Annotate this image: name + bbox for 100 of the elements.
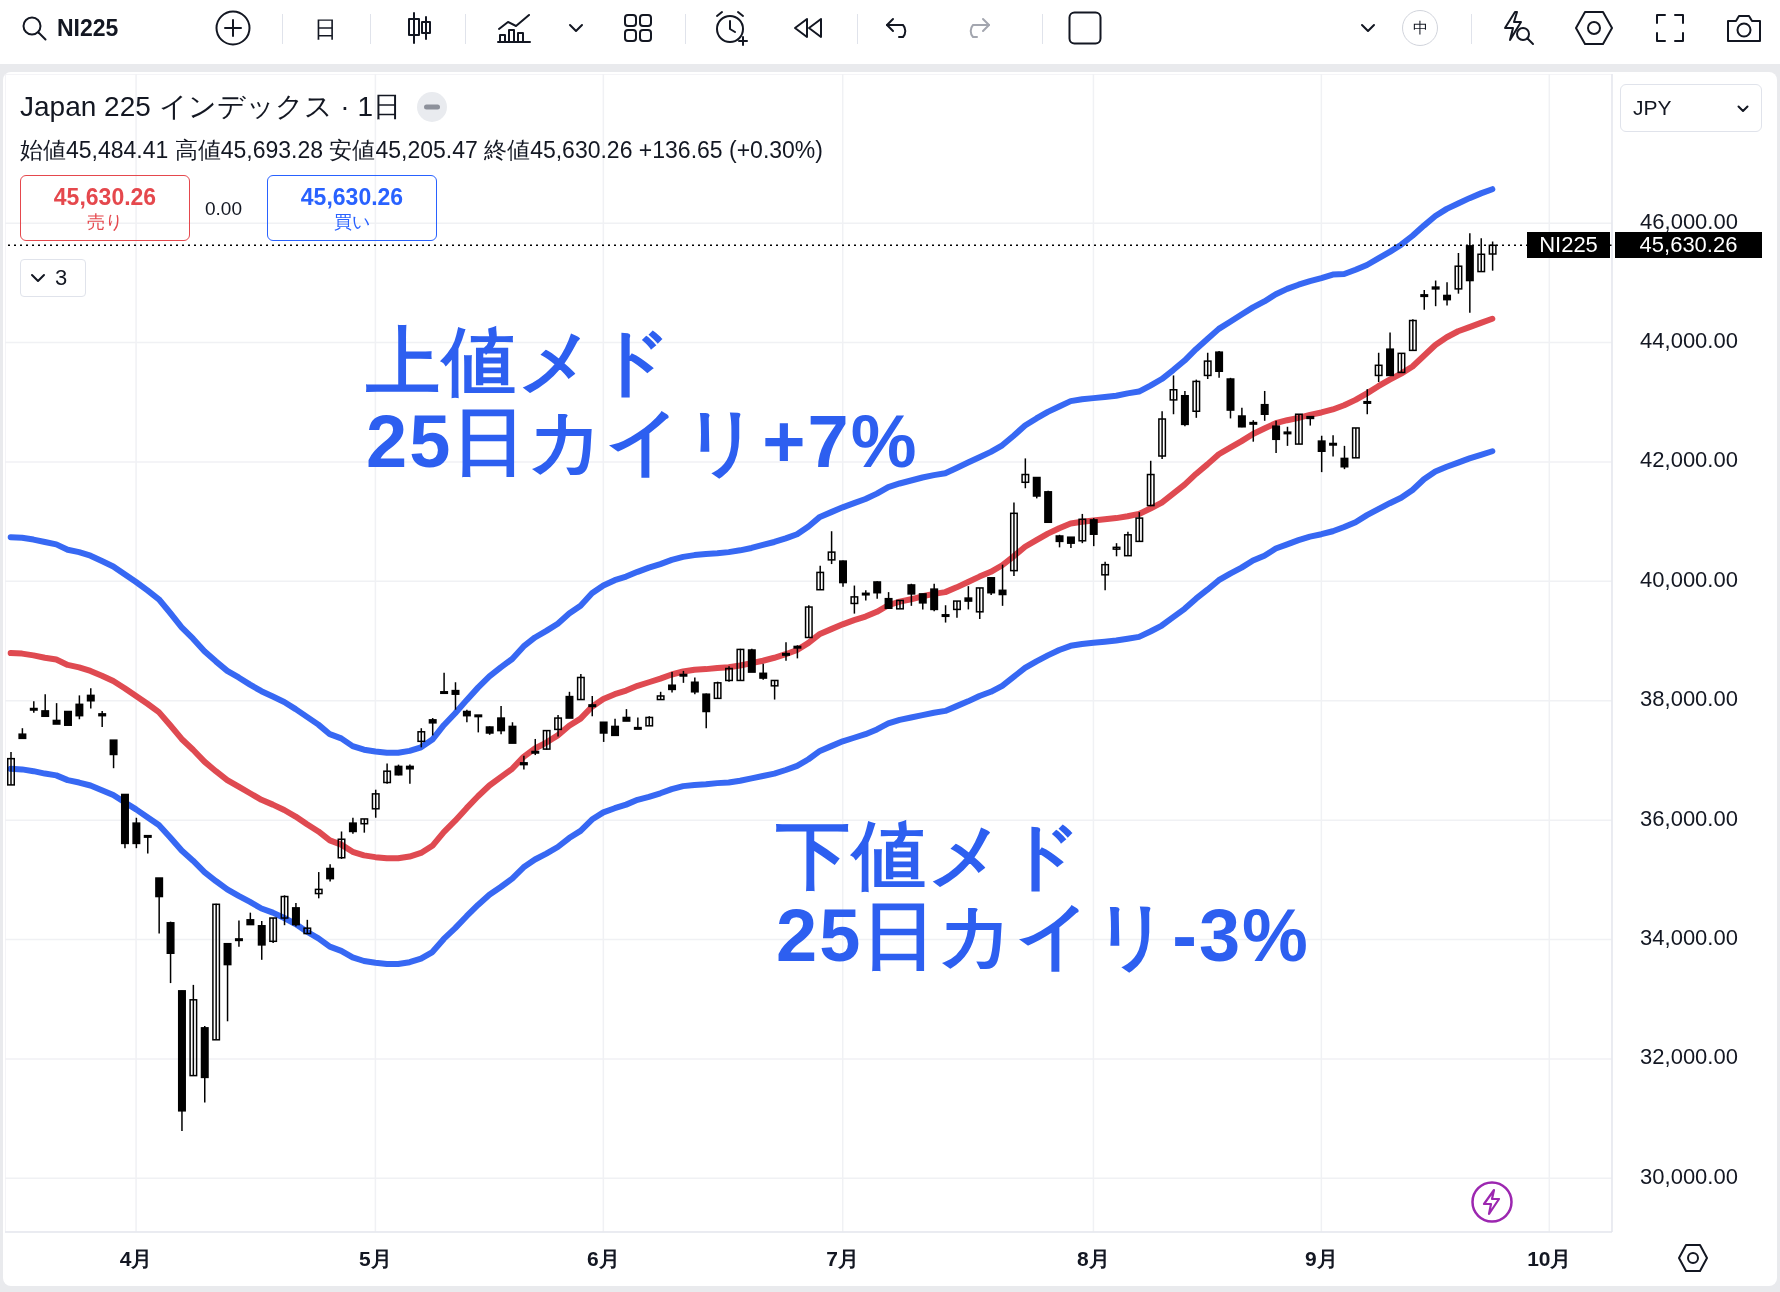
candlestick: [861, 589, 870, 602]
candlestick: [1123, 531, 1132, 557]
candlestick: [314, 871, 323, 900]
currency-box: JPY: [1620, 84, 1762, 132]
candlestick: [1237, 406, 1246, 429]
candlestick: [1408, 318, 1417, 352]
annotation: 3: [55, 265, 68, 291]
candlestick: [7, 751, 15, 786]
candlestick: [668, 671, 677, 694]
candlestick: [223, 942, 232, 1023]
candlestick: [440, 671, 449, 695]
text: 日: [314, 15, 337, 43]
candlestick: [850, 584, 859, 615]
collapse-box: 3: [20, 259, 86, 297]
y-tick-label: 30,000.00: [1640, 1163, 1738, 1189]
candlestick: [52, 702, 61, 725]
candlestick: [1397, 352, 1406, 374]
candlestick: [952, 600, 961, 619]
candlestick: [1169, 374, 1178, 415]
candlestick: [234, 919, 243, 948]
candlestick: [1009, 501, 1018, 577]
y-tick-label: 42,000.00: [1640, 447, 1738, 473]
candlestick: [75, 694, 84, 721]
candlestick: [725, 665, 734, 683]
candlestick: [269, 917, 278, 944]
candlestick: [804, 604, 813, 639]
candlestick: [291, 902, 300, 928]
candlestick: [41, 693, 50, 718]
candlestick: [1089, 517, 1098, 547]
candlestick: [964, 585, 973, 611]
candlestick: [497, 705, 506, 735]
candlestick: [1420, 289, 1429, 311]
candlestick: [1374, 352, 1383, 383]
x-tick-label: 9月: [1305, 1246, 1338, 1270]
candlestick: [280, 894, 289, 926]
candlestick: [1032, 476, 1041, 500]
candlestick: [212, 902, 221, 1041]
y-tick-label: 38,000.00: [1640, 686, 1738, 712]
candlestick: [1294, 413, 1303, 445]
candlestick: [1078, 513, 1087, 544]
candlestick: [519, 754, 528, 771]
candlestick: [371, 788, 380, 819]
y-tick-label: 32,000.00: [1640, 1044, 1738, 1070]
annotation: 売り: [87, 210, 123, 233]
sell-price-box: 45,630.26 売り: [20, 175, 190, 241]
x-tick-label: 8月: [1077, 1246, 1110, 1270]
candlestick: [1135, 511, 1144, 543]
y-tick-label: 40,000.00: [1640, 566, 1738, 592]
candlestick: [29, 700, 38, 714]
candlestick: [998, 563, 1007, 607]
candlestick: [930, 583, 939, 612]
text: NI225: [57, 14, 119, 42]
candlestick: [736, 648, 745, 682]
candlestick: [770, 679, 779, 701]
candlestick: [86, 687, 95, 710]
candlestick: [838, 559, 847, 588]
text: Japan 225 インデックス · 1日: [20, 90, 402, 124]
y-tick-label: 46,000.00: [1640, 208, 1738, 234]
candlestick: [1260, 390, 1269, 422]
y-tick-label: 44,000.00: [1640, 328, 1738, 354]
candlestick: [645, 715, 654, 727]
candlestick: [588, 695, 597, 718]
candlestick: [337, 830, 346, 860]
candlestick: [1249, 419, 1258, 443]
candlestick: [383, 762, 392, 785]
candlestick: [1317, 434, 1326, 473]
annotation: 上値メド: [366, 320, 674, 403]
annotation: 下値メド: [776, 814, 1084, 897]
candlestick: [155, 877, 164, 935]
candlestick: [1215, 350, 1224, 379]
candlestick: [827, 530, 836, 565]
candlestick: [1146, 460, 1155, 507]
candlestick: [633, 716, 642, 730]
annotation: 45,630.26: [300, 183, 404, 211]
candlestick: [542, 729, 551, 751]
candlestick: [1443, 281, 1452, 307]
x-tick-label: 7月: [826, 1246, 860, 1270]
annotation: 0.00: [205, 197, 242, 221]
ref-line-label: 45,630.26: [1615, 232, 1762, 259]
candlestick: [417, 727, 426, 749]
candlestick: [895, 599, 904, 610]
annotation: 45,630.26: [53, 183, 157, 211]
candlestick: [189, 984, 198, 1077]
candlestick: [1454, 252, 1463, 295]
candlestick: [257, 920, 266, 961]
candlestick: [1431, 279, 1440, 307]
candlestick: [508, 721, 517, 744]
candlestick: [405, 763, 414, 785]
candlestick: [554, 714, 563, 738]
candlestick: [1363, 388, 1372, 415]
candlestick: [1101, 560, 1110, 592]
buy-price-box: 45,630.26 買い: [267, 175, 437, 241]
x-tick-label: 6月: [587, 1246, 620, 1270]
candlestick: [109, 739, 118, 769]
y-tick-label: 36,000.00: [1640, 805, 1738, 831]
annotation: 25日カイリ-3%: [776, 894, 1310, 977]
candlestick: [1340, 445, 1349, 470]
candlestick: [565, 691, 574, 719]
candlestick: [143, 834, 152, 855]
candlestick: [782, 641, 791, 662]
